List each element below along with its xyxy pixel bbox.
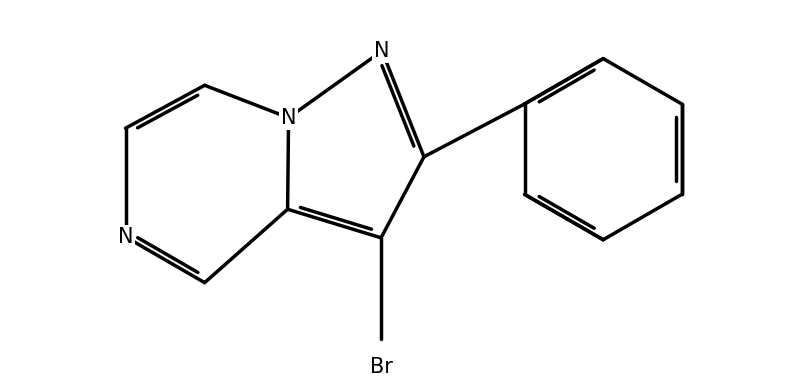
Text: N: N xyxy=(118,227,134,247)
Text: Br: Br xyxy=(369,358,393,377)
Text: N: N xyxy=(374,41,390,61)
Text: N: N xyxy=(281,108,296,128)
